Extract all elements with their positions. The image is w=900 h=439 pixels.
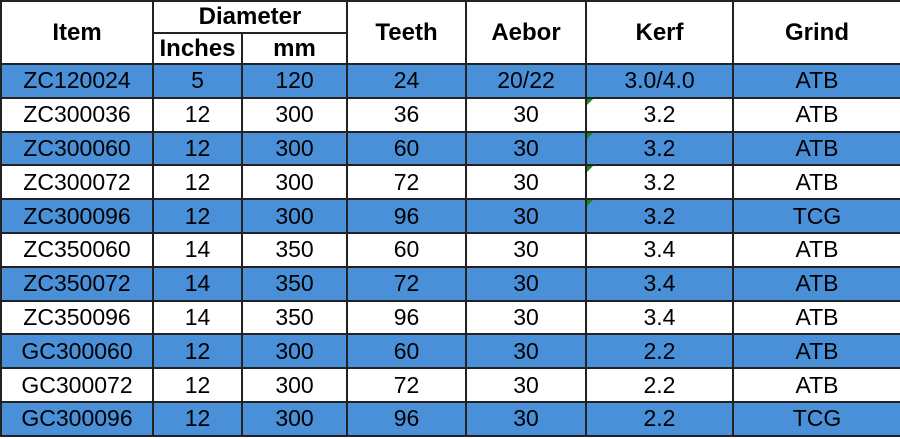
header-grind: Grind: [732, 0, 900, 65]
cell-mm: 300: [241, 367, 348, 403]
cell-item: GC300060: [0, 333, 154, 370]
cell-grind: ATB: [732, 164, 900, 201]
cell-teeth: 96: [346, 299, 467, 336]
cell-kerf: 3.2: [585, 164, 734, 201]
cell-aebor: 30: [465, 96, 587, 133]
cell-kerf: 3.2: [585, 96, 734, 133]
table-row: ZC300036 12 300 36 30 3.2 ATB: [0, 96, 900, 133]
header-item: Item: [0, 0, 154, 65]
cell-inches: 14: [152, 299, 243, 336]
cell-kerf: 3.2: [585, 198, 734, 234]
cell-inches: 5: [152, 63, 243, 99]
header-mm: mm: [241, 32, 348, 65]
table-row: ZC350060 14 350 60 30 3.4 ATB: [0, 231, 900, 268]
cell-kerf: 3.2: [585, 130, 734, 167]
cell-mm: 300: [241, 400, 348, 437]
cell-mm: 350: [241, 299, 348, 336]
cell-teeth: 72: [346, 367, 467, 403]
cell-teeth: 36: [346, 96, 467, 133]
cell-grind: ATB: [732, 231, 900, 268]
cell-inches: 12: [152, 164, 243, 201]
cell-inches: 12: [152, 367, 243, 403]
cell-grind: TCG: [732, 400, 900, 437]
cell-inches: 12: [152, 400, 243, 437]
table-row: ZC300072 12 300 72 30 3.2 ATB: [0, 164, 900, 201]
cell-aebor: 20/22: [465, 63, 587, 99]
cell-mm: 300: [241, 130, 348, 167]
cell-aebor: 30: [465, 198, 587, 234]
cell-item: ZC300060: [0, 130, 154, 167]
table-row: GC300096 12 300 96 30 2.2 TCG: [0, 400, 900, 437]
cell-kerf: 3.4: [585, 265, 734, 302]
cell-item: GC300096: [0, 400, 154, 437]
cell-mm: 350: [241, 231, 348, 268]
header-aebor: Aebor: [465, 0, 587, 65]
cell-kerf: 3.4: [585, 231, 734, 268]
cell-mm: 350: [241, 265, 348, 302]
cell-item: ZC300072: [0, 164, 154, 201]
table-row: ZC120024 5 120 24 20/22 3.0/4.0 ATB: [0, 63, 900, 99]
cell-inches: 12: [152, 130, 243, 167]
cell-inches: 14: [152, 231, 243, 268]
table-row: ZC300096 12 300 96 30 3.2 TCG: [0, 198, 900, 234]
cell-grind: ATB: [732, 130, 900, 167]
cell-grind: ATB: [732, 265, 900, 302]
cell-kerf: 3.0/4.0: [585, 63, 734, 99]
cell-mm: 300: [241, 164, 348, 201]
cell-mm: 300: [241, 198, 348, 234]
table-row: ZC300060 12 300 60 30 3.2 ATB: [0, 130, 900, 167]
cell-inches: 14: [152, 265, 243, 302]
table-body: ZC120024 5 120 24 20/22 3.0/4.0 ATB ZC300036 12 3…: [0, 63, 900, 437]
cell-item: GC300072: [0, 367, 154, 403]
cell-kerf: 2.2: [585, 333, 734, 370]
cell-aebor: 30: [465, 400, 587, 437]
cell-grind: ATB: [732, 367, 900, 403]
cell-aebor: 30: [465, 299, 587, 336]
cell-item: ZC350096: [0, 299, 154, 336]
cell-teeth: 60: [346, 130, 467, 167]
header-diameter: Diameter: [152, 0, 348, 34]
cell-teeth: 72: [346, 164, 467, 201]
table-row: GC300072 12 300 72 30 2.2 ATB: [0, 367, 900, 403]
cell-aebor: 30: [465, 231, 587, 268]
cell-item: ZC120024: [0, 63, 154, 99]
cell-teeth: 60: [346, 231, 467, 268]
cell-aebor: 30: [465, 130, 587, 167]
cell-inches: 12: [152, 96, 243, 133]
cell-inches: 12: [152, 333, 243, 370]
header-teeth: Teeth: [346, 0, 467, 65]
cell-inches: 12: [152, 198, 243, 234]
cell-mm: 120: [241, 63, 348, 99]
cell-grind: ATB: [732, 96, 900, 133]
cell-item: ZC300096: [0, 198, 154, 234]
header-kerf: Kerf: [585, 0, 734, 65]
cell-item: ZC300036: [0, 96, 154, 133]
cell-aebor: 30: [465, 164, 587, 201]
header-inches: Inches: [152, 32, 243, 65]
cell-teeth: 24: [346, 63, 467, 99]
cell-teeth: 96: [346, 400, 467, 437]
cell-teeth: 96: [346, 198, 467, 234]
cell-grind: TCG: [732, 198, 900, 234]
cell-aebor: 30: [465, 333, 587, 370]
table-row: ZC350096 14 350 96 30 3.4 ATB: [0, 299, 900, 336]
cell-grind: ATB: [732, 63, 900, 99]
cell-aebor: 30: [465, 265, 587, 302]
cell-mm: 300: [241, 333, 348, 370]
cell-teeth: 72: [346, 265, 467, 302]
cell-item: ZC350060: [0, 231, 154, 268]
cell-grind: ATB: [732, 299, 900, 336]
cell-item: ZC350072: [0, 265, 154, 302]
cell-kerf: 3.4: [585, 299, 734, 336]
cell-mm: 300: [241, 96, 348, 133]
cell-grind: ATB: [732, 333, 900, 370]
cell-teeth: 60: [346, 333, 467, 370]
cell-aebor: 30: [465, 367, 587, 403]
table-row: GC300060 12 300 60 30 2.2 ATB: [0, 333, 900, 370]
cell-kerf: 2.2: [585, 400, 734, 437]
table-row: ZC350072 14 350 72 30 3.4 ATB: [0, 265, 900, 302]
cell-kerf: 2.2: [585, 367, 734, 403]
